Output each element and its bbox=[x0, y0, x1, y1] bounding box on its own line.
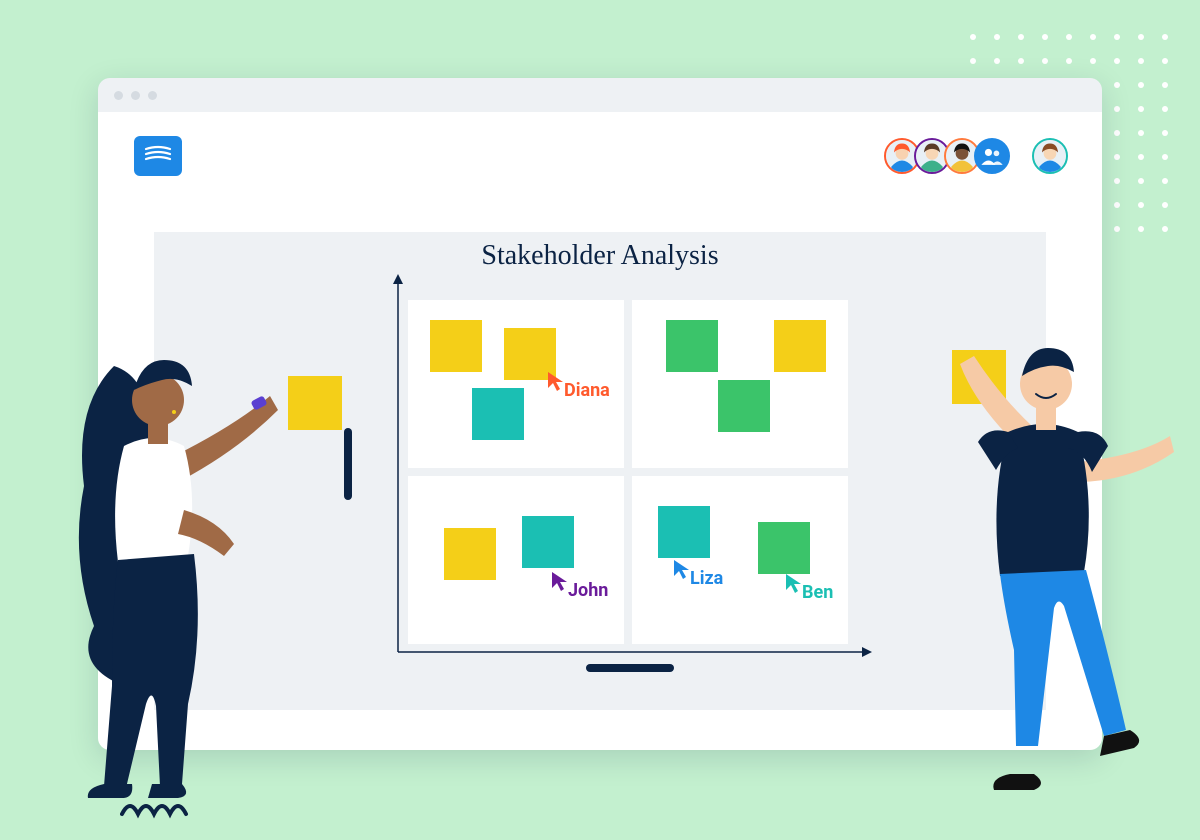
cursor-label: Liza bbox=[690, 568, 723, 589]
sticky-note[interactable] bbox=[758, 522, 810, 574]
traffic-light-dot bbox=[148, 91, 157, 100]
window-titlebar bbox=[98, 78, 1102, 112]
sticky-note[interactable] bbox=[472, 388, 524, 440]
sticky-note[interactable] bbox=[444, 528, 496, 580]
held-sticky-note[interactable] bbox=[288, 376, 342, 430]
collaborator-cursor: Liza bbox=[672, 558, 692, 584]
quadrant-q4[interactable] bbox=[632, 476, 848, 644]
collaborator-cursor: Ben bbox=[784, 572, 804, 598]
collaborator-cursor: John bbox=[550, 570, 570, 596]
cursor-label: Ben bbox=[802, 582, 833, 603]
sticky-note[interactable] bbox=[718, 380, 770, 432]
traffic-light-dot bbox=[114, 91, 123, 100]
whiteboard-canvas[interactable]: Stakeholder Analysis Diana John Liza Ben bbox=[154, 232, 1046, 710]
sticky-note[interactable] bbox=[658, 506, 710, 558]
sticky-note[interactable] bbox=[666, 320, 718, 372]
app-logo-icon[interactable] bbox=[134, 136, 182, 176]
quadrant-q3[interactable] bbox=[408, 476, 624, 644]
collaborator-avatars bbox=[884, 138, 1068, 174]
person-illustration-left bbox=[54, 336, 284, 806]
collaborator-cursor: Diana bbox=[546, 370, 566, 396]
sticky-note[interactable] bbox=[522, 516, 574, 568]
avatar-me[interactable] bbox=[1032, 138, 1068, 174]
stage: Stakeholder Analysis Diana John Liza Ben bbox=[0, 0, 1200, 840]
avatar-stack bbox=[884, 138, 1010, 174]
avatar-ben[interactable] bbox=[974, 138, 1010, 174]
scrollbar-vertical-thumb[interactable] bbox=[344, 428, 352, 500]
board-title: Stakeholder Analysis bbox=[481, 240, 718, 272]
traffic-light-dot bbox=[131, 91, 140, 100]
scrollbar-horizontal-thumb[interactable] bbox=[586, 664, 674, 672]
person-illustration-right bbox=[918, 312, 1178, 812]
sticky-note[interactable] bbox=[430, 320, 482, 372]
sticky-note[interactable] bbox=[774, 320, 826, 372]
cursor-label: Diana bbox=[564, 380, 610, 401]
cursor-label: John bbox=[568, 580, 608, 601]
